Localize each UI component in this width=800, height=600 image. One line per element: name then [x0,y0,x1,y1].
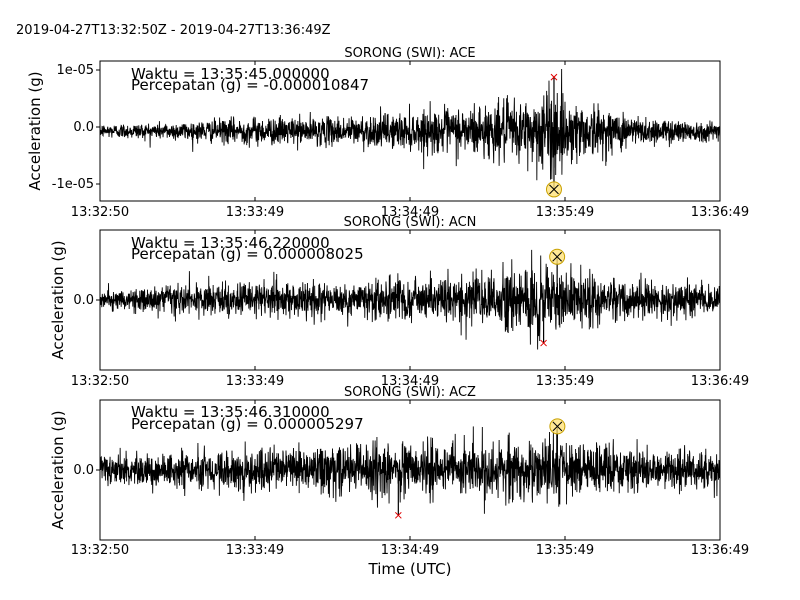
panel-title: SORONG (SWI): ACN [344,215,477,230]
x-tick-label: 13:34:49 [381,374,439,389]
selected-point-cross [552,421,563,432]
x-tick-label: 13:34:49 [381,543,439,558]
x-tick-label: 13:33:49 [226,205,284,220]
panel-acn: SORONG (SWI): ACN Waktu = 13:35:46.22000… [49,215,749,389]
peak-markers [545,73,562,198]
waveform-trace [99,249,721,350]
y-tick-label: 0.0 [73,120,94,135]
min-peak-marker [394,511,402,519]
x-tick-marks [99,61,721,540]
x-tick-label: 13:32:50 [71,543,129,558]
annotation-waktu: Waktu = 13:35:46.310000 [131,403,330,421]
min-peak-marker [540,339,547,347]
x-tick-label: 13:33:49 [226,374,284,389]
selected-point-cross [552,251,562,262]
y-axis-label: Acceleration (g) [26,71,44,190]
annotation-waktu: Waktu = 13:35:46.220000 [131,234,330,252]
peak-markers [394,418,566,519]
waveform-trace [99,68,721,181]
panel-title: SORONG (SWI): ACZ [344,385,476,400]
panel-title: SORONG (SWI): ACE [344,46,475,61]
waveform-trace [99,426,721,514]
selected-point-cross [549,184,559,195]
annotation-percepatan: Percepatan (g) = 0.000008025 [131,245,364,263]
y-axis-label: Acceleration (g) [49,240,67,359]
x-tick-label: 13:36:49 [691,374,749,389]
x-tick-label: 13:36:49 [691,205,749,220]
annotation-percepatan: Percepatan (g) = 0.000005297 [131,415,364,433]
x-tick-label: 13:35:49 [536,205,594,220]
time-range-header: 2019-04-27T13:32:50Z - 2019-04-27T13:36:… [16,23,331,38]
panel-ace: SORONG (SWI): ACE Waktu = 13:35:45.00000… [26,46,749,220]
x-tick-label: 13:35:49 [536,374,594,389]
annotation-percepatan: Percepatan (g) = -0.000010847 [131,76,369,94]
x-tick-label: 13:32:50 [71,205,129,220]
x-tick-label: 13:33:49 [226,543,284,558]
x-tick-label: 13:35:49 [536,543,594,558]
x-tick-label: 13:36:49 [691,543,749,558]
max-peak-marker [550,73,558,81]
waveform-line [99,426,721,514]
annotation-waktu: Waktu = 13:35:45.000000 [131,65,330,83]
x-tick-label: 13:34:49 [381,205,439,220]
waveform-line [99,249,721,350]
x-tick-label: 13:32:50 [71,374,129,389]
y-tick-label: 0.0 [73,293,94,308]
y-tick-label: 0.0 [73,463,94,478]
y-tick-label: 1e-05 [56,63,94,78]
panel-acz: SORONG (SWI): ACZ Waktu = 13:35:46.31000… [49,385,749,578]
y-axis-label: Acceleration (g) [49,410,67,529]
waveform-line [99,68,721,181]
y-tick-label: -1e-05 [52,177,94,192]
peak-markers [540,248,566,347]
x-axis-label: Time (UTC) [368,560,452,578]
